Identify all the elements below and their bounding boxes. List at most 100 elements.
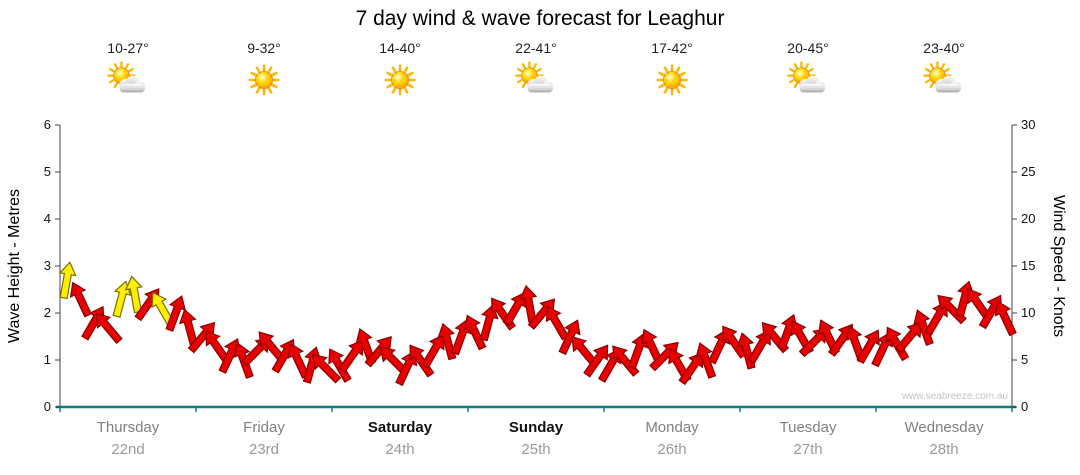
left-tick-label: 4 [44, 211, 51, 226]
day-date: 23rd [248, 441, 280, 458]
wind-arrow [695, 342, 717, 379]
wind-arrow [233, 342, 254, 379]
wind-arrow [967, 287, 993, 322]
wind-arrow [777, 313, 799, 351]
wind-arrow [913, 309, 934, 346]
day-summary: 17-42° [604, 40, 740, 99]
day-label: Thursday 22nd [60, 419, 196, 458]
wind-arrow [827, 323, 853, 357]
wind-arrow [761, 321, 790, 354]
day-summary: 9-32° [196, 40, 332, 99]
right-axis-title: Wind Speed - Knots [1050, 194, 1067, 338]
temp-range-label: 23-40° [923, 40, 965, 56]
wind-arrow [790, 319, 815, 355]
weather-icon [649, 61, 695, 99]
temp-range-label: 10-27° [107, 40, 149, 56]
wind-arrow [287, 342, 310, 379]
wind-arrow [450, 318, 472, 356]
left-tick-label: 2 [44, 305, 51, 320]
wind-arrow [558, 319, 581, 356]
weather-icon [241, 61, 287, 99]
wind-arrow [241, 337, 271, 367]
wind-arrow [937, 294, 967, 325]
wind-arrow [364, 335, 392, 368]
wind-arrow [885, 326, 910, 362]
wind-arrow [271, 338, 295, 374]
day-label-row: Thursday 22nd Friday 23rd Saturday 24th … [60, 419, 1012, 458]
left-tick-label: 3 [44, 258, 51, 273]
day-summary: 10-27° [60, 40, 196, 99]
day-name: Tuesday [779, 419, 837, 436]
day-name: Wednesday [904, 419, 984, 436]
wind-arrow [649, 341, 679, 372]
wind-arrow [491, 297, 517, 331]
day-label: Tuesday 27th [740, 419, 876, 458]
day-name: Friday [243, 419, 285, 436]
wind-arrow [124, 275, 143, 314]
wind-arrow [258, 331, 286, 363]
right-tick-label: 20 [1021, 211, 1035, 226]
wind-arrow [479, 303, 499, 342]
day-label: Saturday 24th [332, 419, 468, 458]
wind-arrow [571, 335, 599, 368]
wind-arrow [328, 348, 352, 383]
left-tick-label: 1 [44, 352, 51, 367]
wind-arrow [302, 346, 322, 384]
page-title: 7 day wind & wave forecast for Leaghur [355, 7, 725, 30]
day-label: Friday 23rd [196, 419, 332, 458]
weather-icon [377, 61, 423, 99]
watermark: www.seabreeze.com.au [901, 391, 1008, 402]
wind-arrow [502, 291, 527, 327]
wind-arrow [464, 314, 487, 351]
weather-icon [785, 61, 831, 99]
wind-arrow [218, 338, 241, 374]
wind-arrow [165, 295, 187, 332]
wind-arrow [583, 344, 609, 378]
wind-arrow [641, 328, 664, 365]
wind-arrow [338, 339, 364, 373]
wind-arrow [994, 300, 1017, 337]
wind-arrow [612, 345, 640, 377]
right-tick-label: 30 [1021, 117, 1035, 132]
left-tick-label: 0 [44, 399, 51, 414]
day-date: 24th [385, 441, 415, 458]
left-tick-label: 5 [44, 164, 51, 179]
day-date: 22nd [111, 441, 145, 458]
wind-arrow [798, 327, 829, 358]
wind-arrow [747, 329, 771, 365]
wind-arrow [894, 321, 923, 354]
day-date: 27th [793, 441, 823, 458]
right-tick-label: 10 [1021, 305, 1035, 320]
left-tick-label: 6 [44, 117, 51, 132]
day-summary: 23-40° [876, 40, 1012, 99]
wind-arrow [845, 325, 866, 362]
wind-arrow [178, 308, 198, 347]
wind-arrow [409, 344, 435, 378]
wind-arrow [355, 327, 377, 365]
wind-arrow [421, 334, 445, 369]
wind-arrow [955, 280, 975, 318]
wind-arrow [678, 351, 704, 386]
wind-arrow [519, 284, 538, 323]
wind-arrow [112, 280, 132, 318]
wind-arrow [187, 321, 216, 354]
weather-icon [921, 61, 967, 99]
day-summary: 22-41° [468, 40, 604, 99]
wind-arrow [437, 322, 457, 361]
wind-arrow [81, 305, 105, 341]
wind-arrow [924, 301, 948, 336]
day-name: Sunday [508, 419, 564, 436]
temp-range-label: 14-40° [379, 40, 421, 56]
wind-arrow [311, 354, 342, 384]
wind-arrow [134, 287, 160, 322]
right-tick-label: 15 [1021, 258, 1035, 273]
wind-arrow [668, 348, 692, 383]
wind-arrow [871, 331, 894, 368]
daily-summary-row: 10-27° 9-32° 14-40° 22-41° 17-42° 20-45°… [60, 40, 1012, 99]
day-name: Monday [645, 419, 699, 436]
temp-range-label: 20-45° [787, 40, 829, 56]
wind-arrow [736, 332, 756, 370]
day-label: Sunday 25th [468, 419, 604, 458]
wind-arrow [95, 312, 123, 344]
